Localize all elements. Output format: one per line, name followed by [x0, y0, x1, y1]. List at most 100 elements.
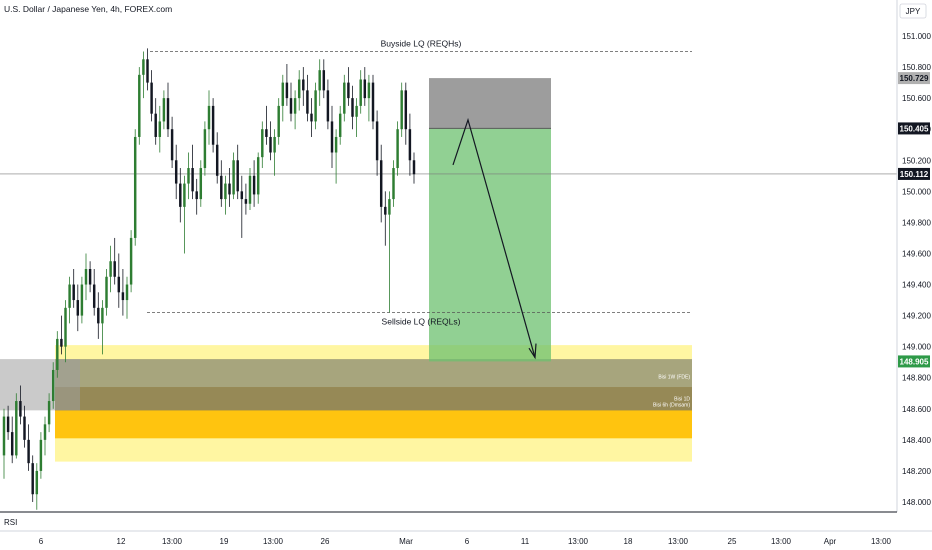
candle-body [125, 284, 129, 301]
candle-body [314, 90, 317, 122]
buyside-label: Buyside LQ (REQHs) [381, 39, 462, 49]
candle-body [195, 191, 198, 200]
candle-body [15, 401, 18, 456]
candle-body [322, 70, 326, 91]
projection-arrowhead [528, 343, 537, 360]
candle-body [2, 416, 6, 456]
y-tick-label: 149.600 [902, 249, 931, 258]
price-axis[interactable] [897, 0, 932, 512]
candle-body [384, 206, 387, 215]
zone-left-block [0, 359, 80, 411]
candle-body [396, 129, 399, 169]
x-tick-label: 26 [321, 537, 330, 546]
x-tick-label: 25 [728, 537, 737, 546]
candle-body [252, 175, 256, 195]
candle-body [129, 237, 133, 285]
candle-body [47, 401, 51, 425]
candle-body [19, 401, 22, 417]
candle-body [281, 82, 285, 106]
candle-body [273, 136, 276, 153]
candle-body [351, 98, 354, 117]
candle-body [179, 183, 182, 207]
candle-body [236, 160, 239, 192]
candle-body [408, 129, 412, 161]
y-tick-label: 149.400 [902, 281, 931, 290]
candle-body [302, 79, 305, 91]
candle-body [84, 269, 88, 285]
y-tick-label: 149.200 [902, 312, 931, 321]
candle-body [363, 79, 367, 99]
y-tick-label: 148.400 [902, 436, 931, 445]
candle-body [359, 79, 362, 106]
candle-body [392, 168, 395, 200]
sellside-label: Sellside LQ (REQLs) [382, 316, 461, 326]
candle-body [113, 261, 116, 277]
candle-body [215, 144, 219, 176]
x-tick-label: 19 [220, 537, 229, 546]
candle-body [330, 121, 334, 153]
candle-body [174, 160, 178, 184]
candle-body [261, 129, 264, 158]
candle-body [109, 261, 112, 277]
candle-body [347, 82, 350, 99]
x-tick-label: 18 [624, 537, 633, 546]
candle-body [51, 369, 55, 402]
candle-body [121, 292, 125, 301]
y-tick-label: 148.800 [902, 374, 931, 383]
y-tick-label: 150.600 [902, 94, 931, 103]
x-tick-label: 13:00 [162, 537, 183, 546]
stop-loss-zone [429, 78, 551, 129]
candle-body [367, 82, 371, 99]
candle-body [289, 98, 293, 114]
candle-body [207, 105, 211, 130]
candles [2, 48, 416, 510]
rsi-label: RSI [4, 518, 17, 527]
candle-body [277, 105, 280, 137]
y-tick-label: 148.600 [902, 405, 931, 414]
y-tick-label: 149.000 [902, 343, 931, 352]
candle-body [379, 160, 383, 207]
candle-body [248, 175, 252, 204]
candle-body [146, 59, 149, 83]
candle-body [285, 82, 289, 99]
currency-label: JPY [906, 7, 921, 16]
chart-title: U.S. Dollar / Japanese Yen, 4h, FOREX.co… [4, 4, 172, 14]
x-tick-label: 11 [521, 537, 530, 546]
y-tick-label: 151.000 [902, 32, 931, 41]
candle-body [269, 136, 272, 153]
x-tick-label: 6 [39, 537, 44, 546]
candle-body [265, 129, 268, 137]
candle-body [211, 105, 215, 145]
x-tick-label: 6 [465, 537, 470, 546]
candle-body [400, 90, 403, 130]
candle-body [293, 98, 297, 114]
price-tag [898, 72, 930, 85]
candle-body [232, 160, 235, 195]
y-tick-label: 150.800 [902, 63, 931, 72]
candle-body [80, 284, 84, 316]
candle-body [31, 463, 34, 495]
candle-body [56, 338, 59, 370]
candle-body [240, 191, 244, 200]
candle-body [162, 98, 166, 122]
price-tag [898, 167, 930, 180]
zone-label: Bisi 6h (Dmsam) [653, 402, 690, 408]
currency-button[interactable] [899, 3, 927, 19]
candle-body [117, 276, 121, 293]
candle-body [64, 307, 67, 347]
candle-body [68, 284, 71, 308]
candle-body [203, 129, 207, 169]
y-tick-label: 148.000 [902, 498, 931, 507]
candle-body [60, 338, 63, 347]
candle-body [183, 183, 186, 207]
candle-body [318, 70, 321, 91]
candle-body [371, 82, 375, 122]
price-tag [898, 122, 930, 135]
candle-body [338, 113, 342, 137]
candle-body [191, 168, 194, 192]
candle-body [158, 121, 162, 137]
candle-body [170, 129, 174, 161]
candle-body [154, 113, 157, 137]
